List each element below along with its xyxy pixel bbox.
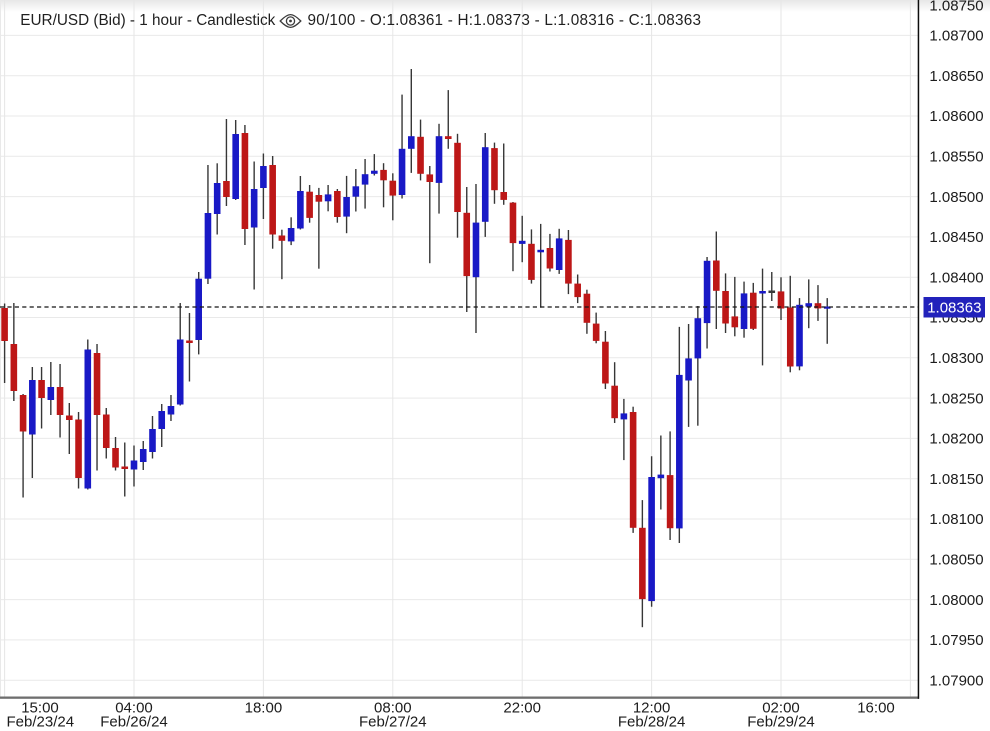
svg-text:90/100 - O:1.08361 - H:1.08373: 90/100 - O:1.08361 - H:1.08373 - L:1.083… <box>308 12 702 29</box>
svg-text:1.08550: 1.08550 <box>929 149 983 166</box>
svg-text:1.08400: 1.08400 <box>929 269 983 286</box>
svg-text:1.08000: 1.08000 <box>929 592 983 609</box>
svg-text:1.08600: 1.08600 <box>929 108 983 125</box>
svg-text:1.08150: 1.08150 <box>929 471 983 488</box>
svg-text:1.08363: 1.08363 <box>927 299 981 316</box>
svg-text:22:00: 22:00 <box>503 699 541 716</box>
svg-text:Feb/23/24: Feb/23/24 <box>7 713 75 730</box>
svg-text:1.08300: 1.08300 <box>929 350 983 367</box>
svg-text:18:00: 18:00 <box>245 699 283 716</box>
svg-text:1.08750: 1.08750 <box>929 0 983 15</box>
svg-text:1.08100: 1.08100 <box>929 511 983 528</box>
svg-text:1.08450: 1.08450 <box>929 229 983 246</box>
svg-text:Feb/27/24: Feb/27/24 <box>359 713 427 730</box>
svg-text:1.08700: 1.08700 <box>929 28 983 45</box>
svg-text:1.08650: 1.08650 <box>929 68 983 85</box>
svg-text:08:00: 08:00 <box>374 699 412 716</box>
svg-text:04:00: 04:00 <box>115 699 153 716</box>
svg-text:1.08050: 1.08050 <box>929 552 983 569</box>
svg-text:12:00: 12:00 <box>633 699 671 716</box>
svg-text:1.08500: 1.08500 <box>929 189 983 206</box>
svg-text:02:00: 02:00 <box>762 699 800 716</box>
svg-text:1.07900: 1.07900 <box>929 672 983 689</box>
svg-text:16:00: 16:00 <box>857 699 895 716</box>
svg-text:1.07950: 1.07950 <box>929 632 983 649</box>
svg-text:EUR/USD (Bid) - 1 hour - Candl: EUR/USD (Bid) - 1 hour - Candlestick <box>20 12 275 29</box>
svg-text:1.08200: 1.08200 <box>929 431 983 448</box>
svg-text:15:00: 15:00 <box>21 699 59 716</box>
svg-text:Feb/26/24: Feb/26/24 <box>100 713 168 730</box>
svg-text:Feb/29/24: Feb/29/24 <box>747 713 815 730</box>
svg-text:Feb/28/24: Feb/28/24 <box>618 713 686 730</box>
svg-text:1.08250: 1.08250 <box>929 390 983 407</box>
